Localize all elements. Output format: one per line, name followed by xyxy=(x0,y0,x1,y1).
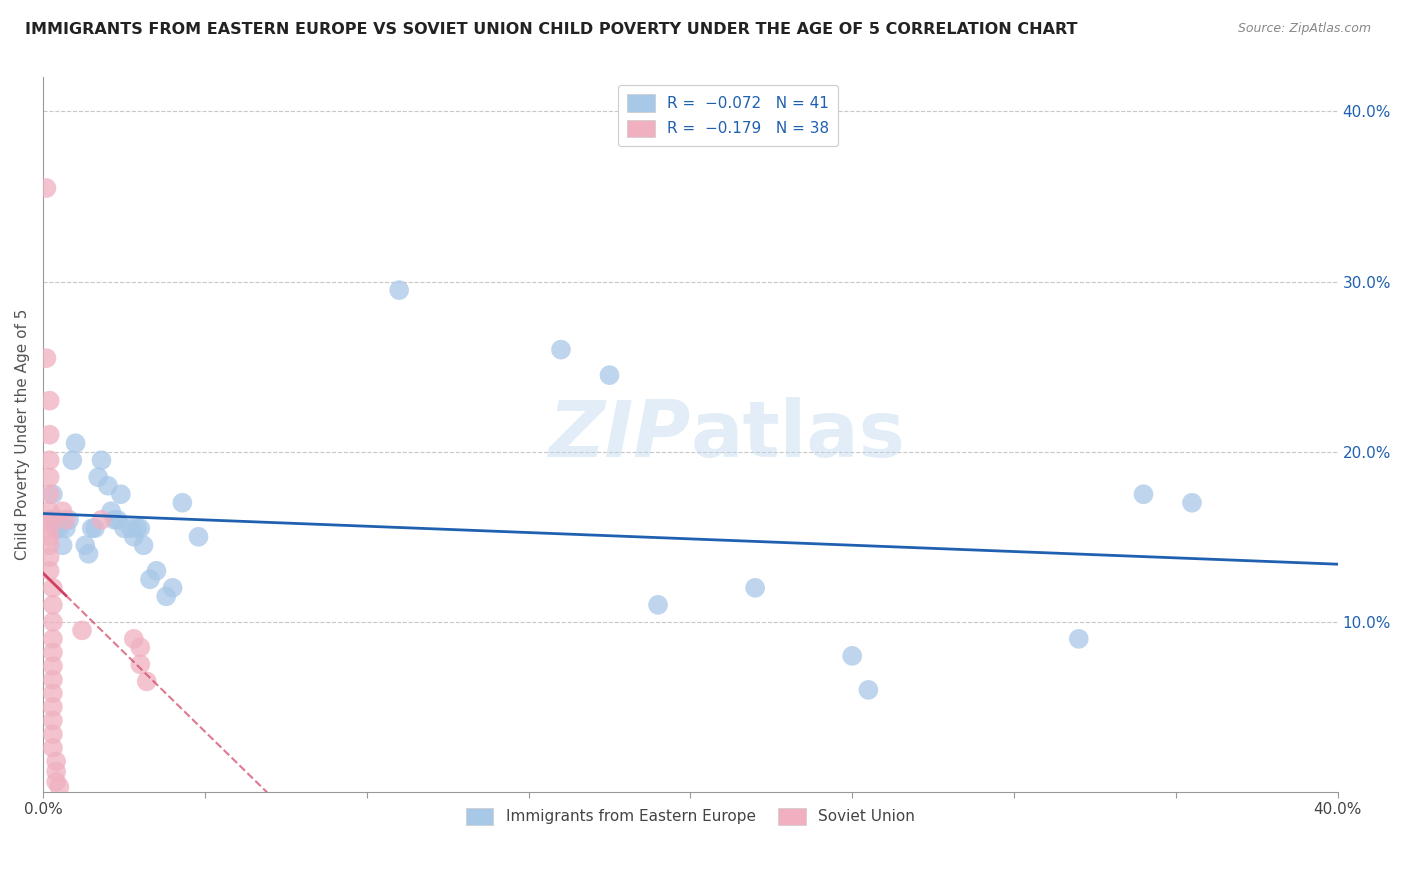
Point xyxy=(129,640,152,655)
Legend: Immigrants from Eastern Europe, Soviet Union: Immigrants from Eastern Europe, Soviet U… xyxy=(457,798,924,834)
Point xyxy=(744,581,766,595)
Point xyxy=(145,564,167,578)
Point xyxy=(38,393,60,408)
Point xyxy=(1067,632,1090,646)
Point xyxy=(48,780,70,794)
Point xyxy=(550,343,572,357)
Point xyxy=(42,645,65,659)
Point xyxy=(110,487,132,501)
Point xyxy=(38,513,60,527)
Point xyxy=(858,682,880,697)
Point xyxy=(38,470,60,484)
Point xyxy=(70,624,93,638)
Point xyxy=(60,453,83,467)
Point xyxy=(77,547,100,561)
Point xyxy=(42,581,65,595)
Point xyxy=(155,590,177,604)
Point xyxy=(90,513,112,527)
Point xyxy=(38,487,60,501)
Point xyxy=(38,564,60,578)
Point xyxy=(42,686,65,700)
Point xyxy=(599,368,621,383)
Text: ZIP: ZIP xyxy=(548,397,690,473)
Point xyxy=(42,673,65,687)
Point xyxy=(841,648,863,663)
Point xyxy=(75,538,97,552)
Point xyxy=(38,513,60,527)
Y-axis label: Child Poverty Under the Age of 5: Child Poverty Under the Age of 5 xyxy=(15,309,30,560)
Point xyxy=(42,659,65,673)
Text: IMMIGRANTS FROM EASTERN EUROPE VS SOVIET UNION CHILD POVERTY UNDER THE AGE OF 5 : IMMIGRANTS FROM EASTERN EUROPE VS SOVIET… xyxy=(25,22,1078,37)
Point xyxy=(42,632,65,646)
Point xyxy=(42,615,65,629)
Point xyxy=(80,521,103,535)
Point xyxy=(162,581,184,595)
Point xyxy=(97,479,120,493)
Point xyxy=(52,504,75,518)
Point xyxy=(38,530,60,544)
Point xyxy=(42,727,65,741)
Point xyxy=(45,521,67,535)
Point xyxy=(38,550,60,565)
Point xyxy=(38,453,60,467)
Point xyxy=(122,530,145,544)
Point xyxy=(38,538,60,552)
Point xyxy=(647,598,669,612)
Point xyxy=(84,521,107,535)
Point xyxy=(48,521,70,535)
Point xyxy=(90,453,112,467)
Point xyxy=(103,513,125,527)
Point xyxy=(87,470,110,484)
Point xyxy=(48,513,70,527)
Point xyxy=(65,436,87,450)
Point xyxy=(187,530,209,544)
Point xyxy=(42,487,65,501)
Point xyxy=(388,283,411,297)
Point xyxy=(122,632,145,646)
Point xyxy=(45,764,67,779)
Point xyxy=(38,427,60,442)
Point xyxy=(120,521,142,535)
Point xyxy=(58,513,80,527)
Point xyxy=(52,538,75,552)
Point xyxy=(42,699,65,714)
Point xyxy=(38,504,60,518)
Text: atlas: atlas xyxy=(690,397,905,473)
Point xyxy=(42,714,65,728)
Point xyxy=(45,774,67,789)
Point xyxy=(42,740,65,755)
Point xyxy=(112,521,135,535)
Point xyxy=(55,513,77,527)
Text: Source: ZipAtlas.com: Source: ZipAtlas.com xyxy=(1237,22,1371,36)
Point xyxy=(132,538,155,552)
Point xyxy=(139,572,162,586)
Point xyxy=(1132,487,1154,501)
Point xyxy=(55,521,77,535)
Point xyxy=(45,755,67,769)
Point xyxy=(35,351,58,366)
Point xyxy=(129,521,152,535)
Point xyxy=(1181,496,1204,510)
Point xyxy=(35,181,58,195)
Point xyxy=(172,496,194,510)
Point xyxy=(107,513,129,527)
Point xyxy=(100,504,122,518)
Point xyxy=(125,521,148,535)
Point xyxy=(135,674,157,689)
Point xyxy=(38,521,60,535)
Point xyxy=(42,598,65,612)
Point xyxy=(129,657,152,672)
